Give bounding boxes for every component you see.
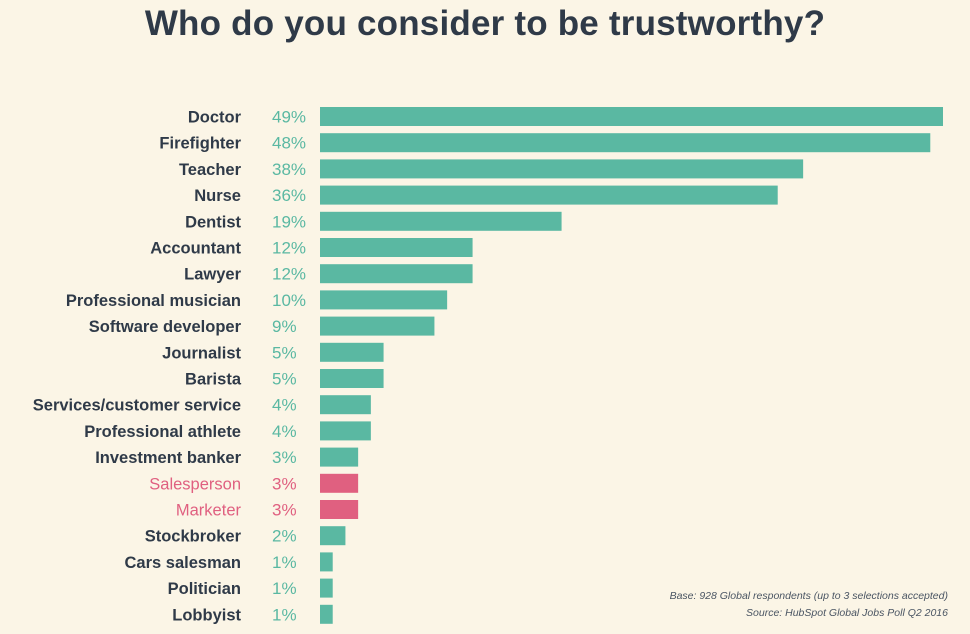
value-label-dentist: 19% [272,212,306,231]
chart-title: Who do you consider to be trustworthy? [144,4,826,43]
category-label-marketer: Marketer [176,502,242,520]
category-label-nurse: Nurse [194,187,241,205]
category-label-doctor: Doctor [188,109,242,127]
category-label-services-customer-service: Services/customer service [33,397,241,415]
category-label-lawyer: Lawyer [184,266,241,284]
value-label-nurse: 36% [272,186,306,205]
value-label-barista: 5% [272,370,297,389]
category-label-software-developer: Software developer [89,318,242,336]
category-label-firefighter: Firefighter [159,135,241,153]
bar-stockbroker [320,526,346,546]
value-label-professional-athlete: 4% [272,422,297,441]
value-label-software-developer: 9% [272,317,297,336]
category-label-investment-banker: Investment banker [95,449,241,467]
bar-professional-athlete [320,421,371,441]
bar-dentist [320,211,562,231]
bar-salesperson [320,473,359,493]
value-label-salesperson: 3% [272,474,297,493]
bar-marketer [320,500,359,519]
bar-doctor [320,107,943,126]
bar-barista [320,369,384,388]
value-label-stockbroker: 2% [272,527,297,546]
value-label-marketer: 3% [272,501,297,520]
footnote-source: Source: HubSpot Global Jobs Poll Q2 2016 [746,607,948,619]
bar-lawyer [320,264,473,284]
bar-politician [320,578,333,598]
footnote: Base: 928 Global respondents (up to 3 se… [670,588,948,622]
bar-services-customer-service [320,395,371,415]
bar-nurse [320,185,778,205]
category-label-salesperson: Salesperson [149,475,241,493]
category-label-teacher: Teacher [179,161,242,179]
category-label-professional-musician: Professional musician [66,292,241,310]
value-label-politician: 1% [272,579,297,598]
category-label-stockbroker: Stockbroker [145,528,242,546]
category-label-politician: Politician [168,580,241,598]
bar-teacher [320,159,804,179]
bar-software-developer [320,316,435,336]
category-label-dentist: Dentist [185,213,241,231]
value-label-firefighter: 48% [272,134,306,153]
bar-professional-musician [320,290,448,310]
category-label-accountant: Accountant [150,240,241,258]
footnote-base: Base: 928 Global respondents (up to 3 se… [669,590,948,602]
bar-lobbyist [320,604,333,624]
value-label-lobbyist: 1% [272,605,297,624]
bar-journalist [320,342,384,362]
value-label-accountant: 12% [272,239,306,258]
value-label-professional-musician: 10% [272,291,306,310]
category-label-professional-athlete: Professional athlete [84,423,241,441]
category-label-barista: Barista [185,371,242,389]
value-label-services-customer-service: 4% [272,396,297,415]
value-label-cars-salesman: 1% [272,553,297,572]
value-label-investment-banker: 3% [272,448,297,467]
value-label-teacher: 38% [272,160,306,179]
value-label-journalist: 5% [272,343,297,362]
bar-firefighter [320,133,931,153]
bar-cars-salesman [320,552,333,572]
value-label-doctor: 49% [272,108,306,127]
bar-investment-banker [320,447,359,467]
category-label-cars-salesman: Cars salesman [125,554,242,572]
bar-accountant [320,238,473,257]
category-label-journalist: Journalist [162,344,241,362]
value-label-lawyer: 12% [272,265,306,284]
category-label-lobbyist: Lobbyist [172,606,241,624]
